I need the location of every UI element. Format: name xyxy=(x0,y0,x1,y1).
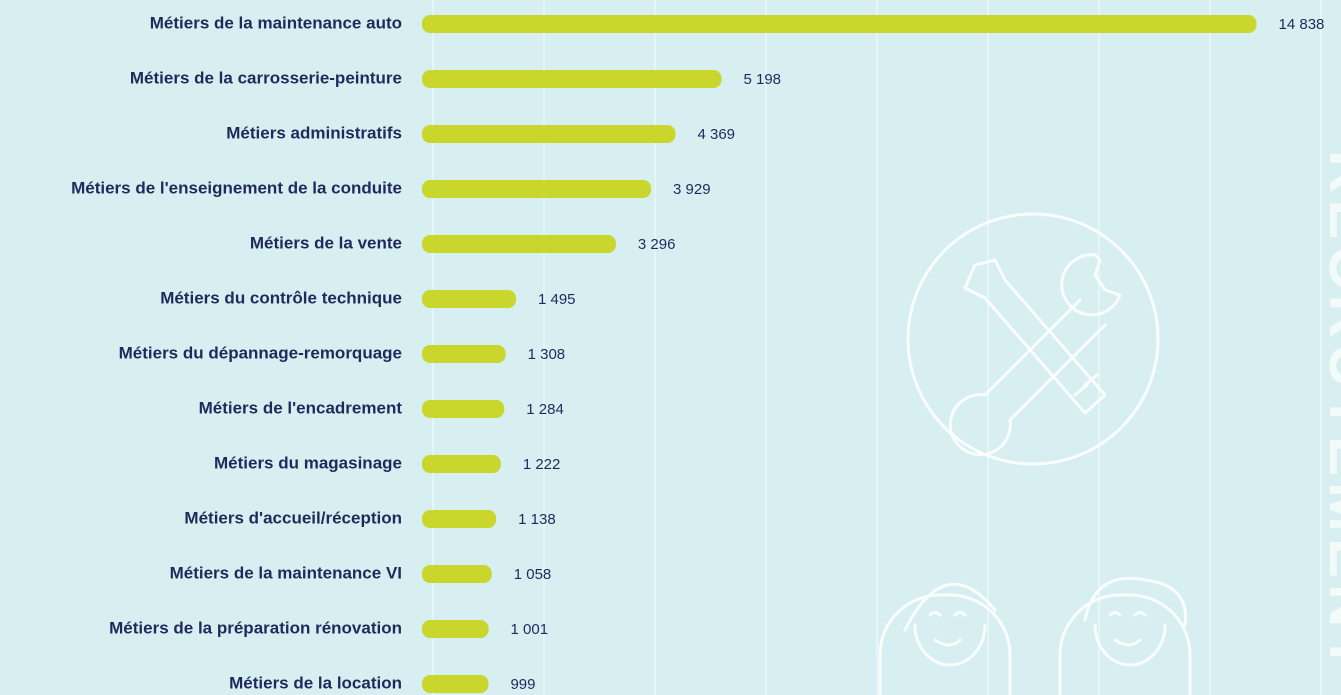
value-label: 1 308 xyxy=(528,346,566,363)
category-label: Métiers de la maintenance VI xyxy=(170,563,402,582)
bar xyxy=(422,15,1257,33)
icon-circle xyxy=(906,212,1160,466)
bar xyxy=(422,675,489,693)
screwdriver-icon xyxy=(963,258,1107,415)
decoration xyxy=(878,212,1192,695)
value-label: 4 369 xyxy=(697,126,735,143)
wrench-icon xyxy=(948,253,1122,457)
bar xyxy=(422,235,616,253)
face-icon-right xyxy=(1058,576,1192,695)
bar xyxy=(422,510,497,528)
category-label: Métiers de la location xyxy=(229,673,402,692)
value-label: 1 138 xyxy=(518,511,556,528)
value-label: 1 222 xyxy=(523,456,561,473)
value-label: 3 296 xyxy=(638,236,676,253)
bar xyxy=(422,180,652,198)
category-label: Métiers de l'encadrement xyxy=(199,398,403,417)
category-label: Métiers administratifs xyxy=(226,123,402,142)
category-label: Métiers de l'enseignement de la conduite xyxy=(71,178,402,197)
category-label: Métiers du contrôle technique xyxy=(160,288,402,307)
value-label: 1 495 xyxy=(538,291,576,308)
value-label: 5 198 xyxy=(743,71,781,88)
category-label: Métiers de la préparation rénovation xyxy=(109,618,402,637)
value-label: 999 xyxy=(510,676,535,693)
grid xyxy=(432,0,1322,695)
face-icon-left xyxy=(878,582,1012,695)
watermark: RECRUTEMENT xyxy=(1317,150,1341,676)
bar xyxy=(422,345,506,363)
value-label: 1 058 xyxy=(514,566,552,583)
category-label: Métiers de la maintenance auto xyxy=(150,13,402,32)
bar xyxy=(422,400,505,418)
bar xyxy=(422,455,501,473)
value-label: 3 929 xyxy=(673,181,711,198)
bar xyxy=(422,70,722,88)
category-label: Métiers du dépannage-remorquage xyxy=(119,343,402,362)
value-label: 14 838 xyxy=(1279,16,1325,33)
bar xyxy=(422,290,516,308)
category-label: Métiers de la vente xyxy=(250,233,402,252)
bar xyxy=(422,565,492,583)
value-label: 1 284 xyxy=(526,401,564,418)
bar xyxy=(422,620,489,638)
category-label: Métiers de la carrosserie-peinture xyxy=(130,68,402,87)
bars: Métiers de la maintenance auto 14 838 Méti… xyxy=(71,13,1324,693)
category-label: Métiers du magasinage xyxy=(214,453,402,472)
value-label: 1 001 xyxy=(511,621,549,638)
category-label: Métiers d'accueil/réception xyxy=(184,508,402,527)
bar xyxy=(422,125,676,143)
